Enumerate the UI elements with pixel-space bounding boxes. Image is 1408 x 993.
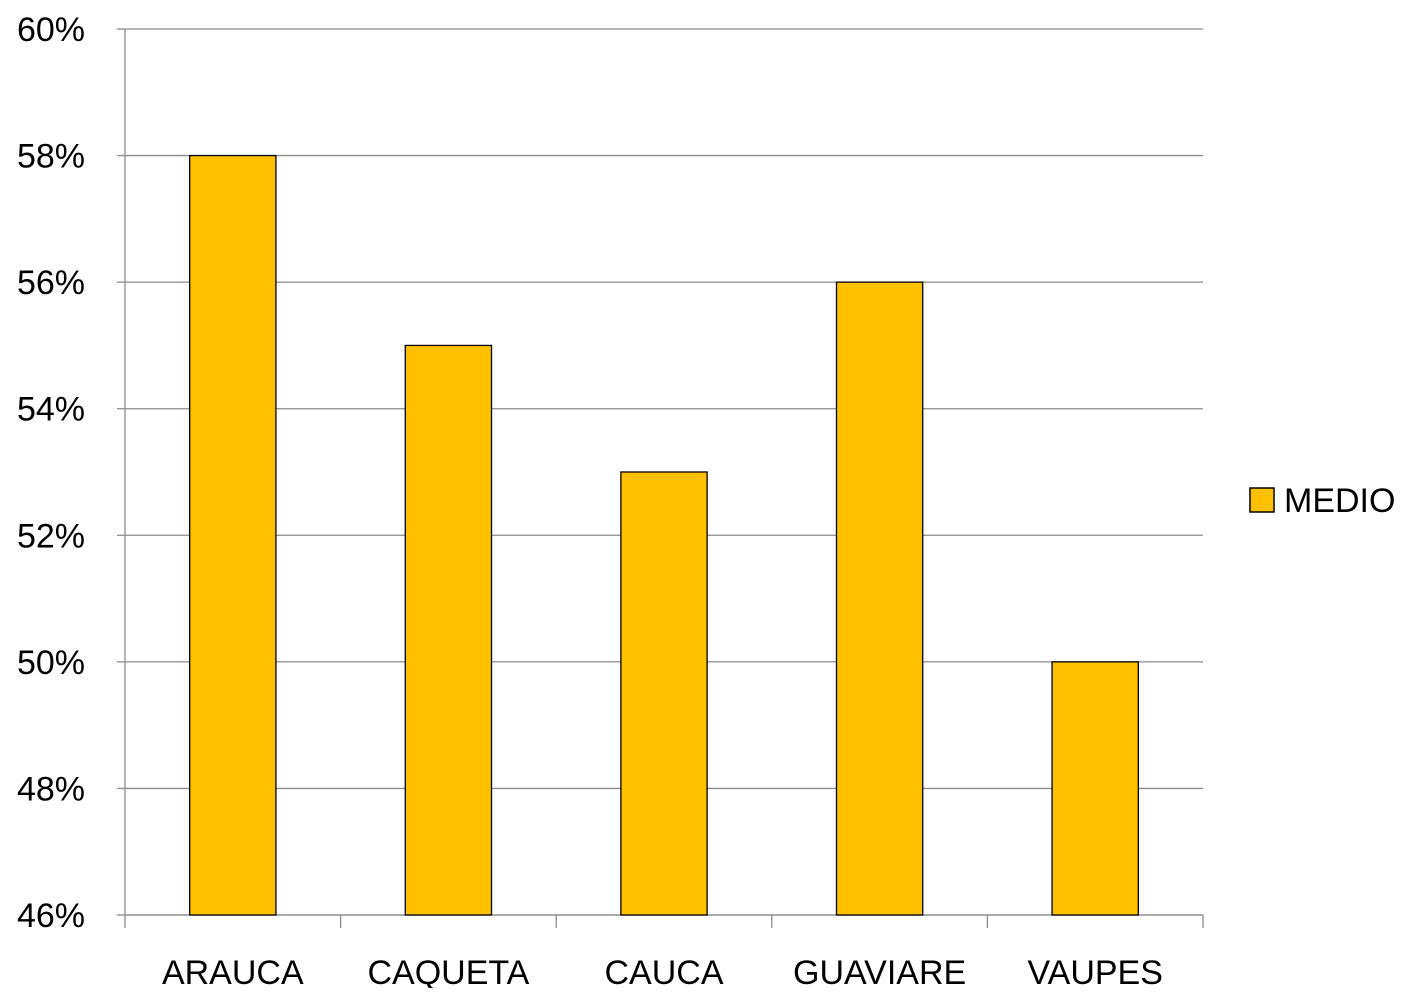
x-category-label: GUAVIARE — [793, 954, 966, 988]
y-tick-label: 58% — [17, 138, 85, 176]
x-category-label: CAQUETA — [367, 954, 529, 988]
bar-arauca — [189, 154, 277, 916]
y-tick-label: 50% — [17, 644, 85, 682]
x-category-label: VAUPES — [1027, 954, 1162, 988]
bar-caqueta — [404, 344, 493, 916]
y-tick-label: 48% — [17, 770, 85, 808]
legend: MEDIO — [1249, 482, 1395, 520]
bars — [189, 154, 1139, 916]
bar-guaviare — [835, 281, 924, 916]
legend-label-medio: MEDIO — [1284, 482, 1395, 520]
x-category-label: ARAUCA — [162, 954, 304, 988]
bar-vaupes — [1051, 661, 1139, 916]
y-tick-labels: 46% 48% 50% 52% 54% 56% 58% 60% — [17, 11, 85, 935]
legend-swatch-medio — [1249, 487, 1275, 513]
y-tick-label: 60% — [17, 11, 85, 49]
x-category-labels: ARAUCA CAQUETA CAUCA GUAVIARE VAUPES — [162, 954, 1163, 992]
y-tick-label: 52% — [17, 517, 85, 555]
x-category-label: CAUCA — [604, 954, 723, 988]
y-tick-label: 56% — [17, 264, 85, 302]
y-tick-label: 46% — [17, 897, 85, 935]
y-tick-label: 54% — [17, 391, 85, 429]
bar-cauca — [620, 471, 708, 916]
